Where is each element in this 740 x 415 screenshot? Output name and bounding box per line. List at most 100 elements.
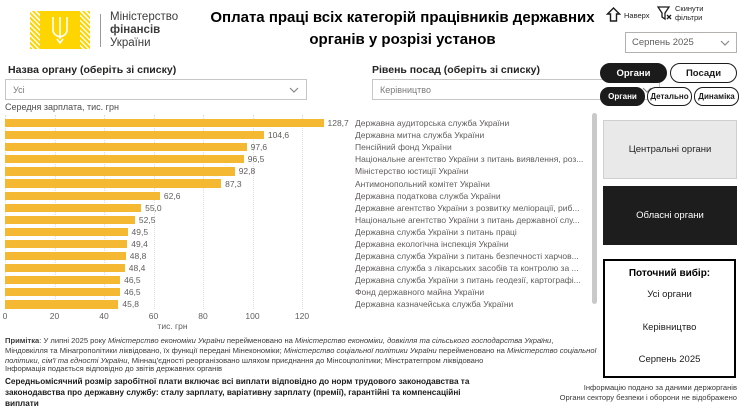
chart-row: 128,7 Державна аудиторська служба України (5, 117, 590, 129)
chart-row: 104,6 Державна митна служба України (5, 129, 590, 141)
bar[interactable] (5, 143, 247, 152)
category-label[interactable]: Державна служба України з питань праці (355, 226, 517, 237)
toggle-органи[interactable]: Органи (600, 87, 645, 106)
x-axis: 0 20 40 60 80 100 120 (2, 311, 340, 321)
category-label[interactable]: Державна митна служба України (355, 130, 485, 141)
chart-row: 48,8 Державна служба України з питань без… (5, 250, 590, 262)
category-label[interactable]: Державна служба України з питань геодезі… (355, 275, 581, 286)
view-toggle-row-2: Органи Детально Динаміка (600, 87, 739, 106)
sidebar-button-regional[interactable]: Обласні органи (603, 186, 737, 245)
bar-value-label: 96,5 (247, 154, 265, 165)
bar-value-label: 45,8 (122, 299, 139, 310)
gridline (104, 115, 105, 309)
toggle-детально[interactable]: Детально (647, 87, 692, 106)
bar-cell: 96,5 (5, 154, 355, 164)
bar-cell: 97,6 (5, 142, 355, 152)
current-selection-box: Поточний вибір: Усі органи Керівництво Сер… (603, 259, 736, 378)
bar[interactable] (5, 131, 264, 140)
bar[interactable] (5, 215, 135, 224)
bar[interactable] (5, 288, 121, 297)
category-label[interactable]: Державна податкова служба України (355, 190, 501, 201)
bar-cell: 52,5 (5, 215, 355, 225)
bar[interactable] (5, 300, 119, 309)
bar-cell: 45,8 (5, 299, 355, 309)
bar[interactable] (5, 276, 121, 285)
chart-row: 52,5 Національне агентство України з пита… (5, 214, 590, 226)
ministry-line1: Міністерство (110, 11, 179, 23)
chart-row: 62,6 Державна податкова служба України (5, 190, 590, 202)
chart-title: Середня зарплата, тис. грн (5, 102, 119, 112)
bar[interactable] (5, 239, 128, 249)
x-tick-label: 0 (2, 311, 8, 321)
position-filter-label: Рівень посад (оберіть зі списку) (372, 64, 540, 76)
category-label[interactable]: Державна казначейська служба України (355, 299, 514, 310)
footnote-segment: , Міннац'єдності реорганізовано шляхом п… (127, 355, 484, 365)
gridline (54, 115, 56, 309)
data-source-line1: Інформацію подано за даними держорганів (583, 383, 737, 392)
gridline (203, 115, 204, 309)
category-label[interactable]: Державна служба України з питань безпечн… (355, 251, 579, 262)
bar[interactable] (5, 203, 142, 212)
filter-clear-icon (657, 5, 672, 20)
page-title-line2: органів у розрізі установ (309, 30, 496, 48)
category-label[interactable]: Державне агентство України з розвитку ме… (355, 202, 580, 213)
logo-stripes-left (30, 11, 40, 49)
bar[interactable] (5, 227, 128, 236)
reset-filters-label: Скинути фільтри (675, 4, 704, 22)
footnote-segment: : У липні 2025 року (39, 336, 108, 345)
bar-value-label: 46,5 (124, 275, 141, 286)
bar-value-label: 46,5 (124, 287, 141, 298)
x-tick-label: 120 (294, 311, 310, 321)
bar-cell: 92,8 (5, 166, 355, 176)
sidebar-button-central[interactable]: Центральні органи (603, 120, 737, 179)
category-label[interactable]: Державна служба з лікарських засобів та … (355, 263, 579, 274)
bar[interactable] (5, 155, 244, 164)
bar[interactable] (5, 179, 222, 188)
chart-rows: 128,7 Державна аудиторська служба України… (5, 117, 590, 311)
organ-filter-dropdown[interactable]: Усі (5, 79, 307, 100)
period-dropdown-value: Серпень 2025 (632, 37, 694, 48)
bar[interactable] (5, 264, 125, 273)
footnote-segment: , Міндовкілля та Мінагрополітики ліквідо… (5, 336, 554, 355)
category-label[interactable]: Пенсійний фонд України (355, 142, 452, 153)
category-label[interactable]: Міністерство юстиції України (355, 166, 469, 177)
period-dropdown[interactable]: Серпень 2025 (625, 32, 737, 53)
toggle-посади[interactable]: Посади (670, 63, 737, 83)
toggle-органи[interactable]: Органи (600, 63, 667, 83)
footnote: Примітка: У липні 2025 року Міністерство… (5, 336, 597, 366)
ministry-line2: фінансів (110, 24, 161, 37)
ministry-name: Міністерство фінансів України (110, 11, 178, 51)
footnote-segment: перейменовано на (224, 336, 296, 345)
reset-filters-button[interactable]: Скинути фільтри (657, 4, 709, 22)
bar-cell: 46,5 (5, 275, 355, 285)
bar-value-label: 104,6 (267, 130, 290, 141)
bar-value-label: 62,6 (163, 190, 181, 201)
chart-row: 96,5 Національне агентство України з пита… (5, 153, 590, 165)
bar[interactable] (5, 191, 160, 200)
category-label[interactable]: Національне агентство України з питань в… (355, 154, 584, 165)
bar[interactable] (5, 167, 235, 176)
data-source-line2: Органи сектору безпеки і оборони не відо… (559, 393, 737, 403)
scroll-to-top-button[interactable]: Наверх (606, 7, 650, 23)
salary-bar-chart: 128,7 Державна аудиторська служба України… (5, 115, 590, 311)
category-label[interactable]: Фонд державного майна України (355, 287, 485, 298)
bar-value-label: 92,8 (238, 166, 256, 177)
category-label[interactable]: Державна екологічна інспекція України (355, 238, 509, 249)
chevron-down-icon (289, 87, 299, 93)
bar[interactable] (5, 118, 324, 128)
bar[interactable] (5, 251, 126, 261)
chart-scrollbar[interactable] (592, 113, 597, 304)
category-label[interactable]: Антимонопольний комітет України (355, 178, 490, 189)
bar-cell: 49,5 (5, 227, 355, 237)
chart-row: 92,8 Міністерство юстиції України (5, 165, 590, 177)
gridline (153, 115, 155, 309)
category-label[interactable]: Державна аудиторська служба України (355, 118, 510, 129)
current-selection-title: Поточний вибір: (628, 268, 711, 279)
bar-value-label: 128,7 (327, 118, 349, 129)
toggle-динаміка[interactable]: Динаміка (694, 87, 739, 106)
footnote-segment: Примітка (5, 336, 40, 345)
category-label[interactable]: Національне агентство України з питань д… (355, 214, 580, 225)
chart-row: 46,5 Державна служба України з питань гео… (5, 274, 590, 286)
chart-row: 97,6 Пенсійний фонд України (5, 141, 590, 153)
